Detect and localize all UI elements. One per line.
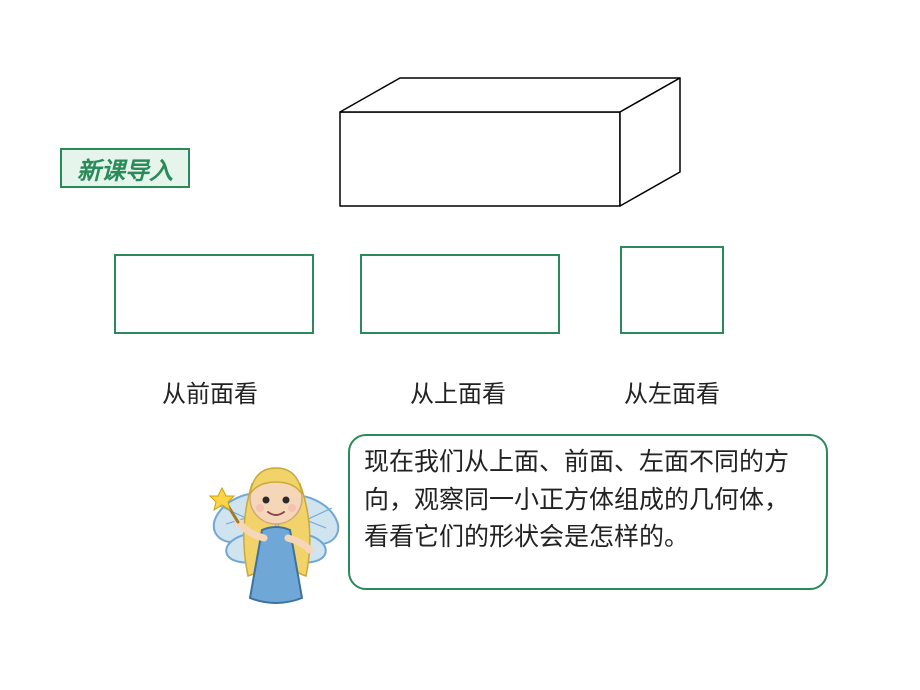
view-left-rect (620, 246, 724, 334)
view-front-label: 从前面看 (162, 374, 258, 409)
section-intro-badge: 新课导入 (60, 148, 190, 188)
view-top-label: 从上面看 (410, 374, 506, 409)
cuboid-3d (338, 76, 682, 208)
view-top-rect (360, 254, 560, 334)
view-front-rect (114, 254, 314, 334)
view-left-label: 从左面看 (624, 374, 720, 409)
speech-bubble: 现在我们从上面、前面、左面不同的方向，观察同一小正方体组成的几何体，看看它们的形… (348, 434, 828, 590)
fairy-icon (198, 448, 348, 618)
